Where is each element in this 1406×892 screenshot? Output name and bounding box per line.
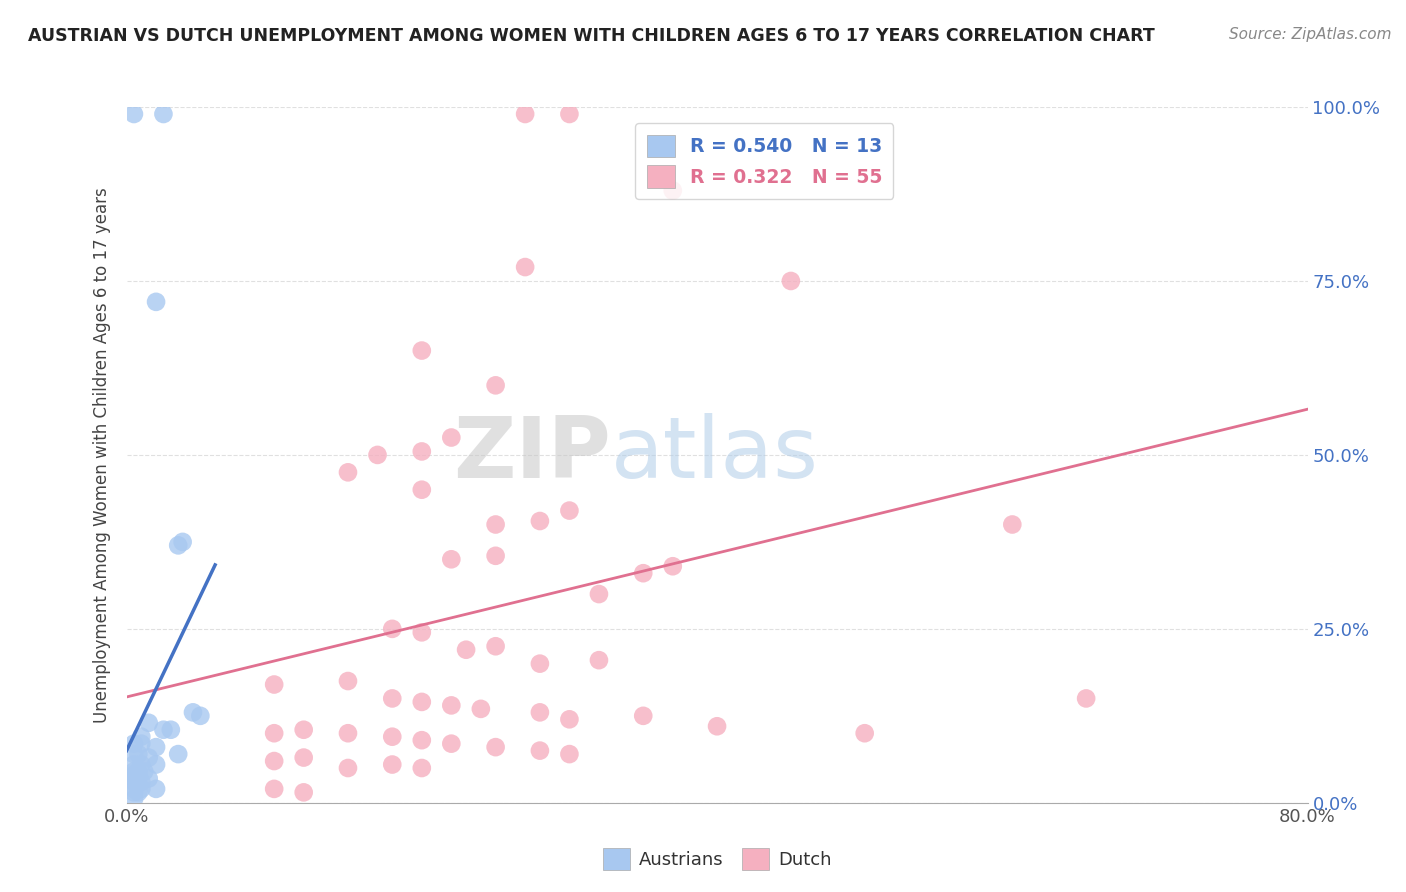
- Point: [122, 737, 145, 751]
- Point: [411, 343, 433, 358]
- Point: [127, 772, 149, 786]
- Y-axis label: Unemployment Among Women with Children Ages 6 to 17 years: Unemployment Among Women with Children A…: [93, 187, 111, 723]
- Point: [411, 483, 433, 497]
- Point: [263, 726, 285, 740]
- Point: [529, 514, 551, 528]
- Point: [853, 726, 876, 740]
- Point: [661, 184, 683, 198]
- Point: [127, 785, 149, 799]
- Point: [292, 723, 315, 737]
- Point: [122, 764, 145, 779]
- Point: [484, 740, 508, 755]
- Point: [484, 517, 508, 532]
- Point: [529, 657, 551, 671]
- Point: [263, 677, 285, 691]
- Point: [122, 768, 145, 782]
- Point: [440, 737, 463, 751]
- Point: [127, 768, 149, 782]
- Point: [122, 775, 145, 789]
- Point: [484, 639, 508, 653]
- Point: [172, 534, 194, 549]
- Text: ZIP: ZIP: [453, 413, 610, 497]
- Legend: Austrians, Dutch: Austrians, Dutch: [596, 841, 838, 877]
- Point: [122, 781, 145, 796]
- Point: [152, 107, 174, 121]
- Point: [337, 761, 360, 775]
- Point: [529, 706, 551, 720]
- Point: [122, 792, 145, 806]
- Point: [411, 695, 433, 709]
- Point: [588, 653, 610, 667]
- Point: [122, 747, 145, 761]
- Point: [145, 781, 167, 796]
- Point: [411, 733, 433, 747]
- Point: [188, 708, 211, 723]
- Point: [122, 107, 145, 121]
- Point: [337, 466, 360, 480]
- Point: [440, 552, 463, 566]
- Point: [779, 274, 801, 288]
- Point: [337, 674, 360, 689]
- Point: [129, 737, 153, 751]
- Point: [263, 781, 285, 796]
- Point: [160, 723, 183, 737]
- Point: [292, 785, 315, 799]
- Point: [129, 781, 153, 796]
- Point: [440, 698, 463, 713]
- Point: [366, 448, 388, 462]
- Point: [129, 730, 153, 744]
- Point: [145, 294, 167, 309]
- Point: [484, 549, 508, 563]
- Point: [411, 625, 433, 640]
- Text: Source: ZipAtlas.com: Source: ZipAtlas.com: [1229, 27, 1392, 42]
- Point: [633, 566, 655, 581]
- Point: [122, 785, 145, 799]
- Point: [1001, 517, 1024, 532]
- Point: [138, 715, 160, 730]
- Point: [440, 431, 463, 445]
- Point: [337, 726, 360, 740]
- Point: [411, 761, 433, 775]
- Point: [122, 757, 145, 772]
- Point: [134, 764, 156, 779]
- Point: [167, 538, 190, 552]
- Point: [381, 757, 404, 772]
- Point: [292, 750, 315, 764]
- Point: [558, 747, 581, 761]
- Point: [181, 706, 204, 720]
- Point: [127, 747, 149, 761]
- Point: [145, 740, 167, 755]
- Text: AUSTRIAN VS DUTCH UNEMPLOYMENT AMONG WOMEN WITH CHILDREN AGES 6 TO 17 YEARS CORR: AUSTRIAN VS DUTCH UNEMPLOYMENT AMONG WOM…: [28, 27, 1154, 45]
- Point: [129, 775, 153, 789]
- Point: [558, 503, 581, 517]
- Point: [411, 444, 433, 458]
- Point: [661, 559, 683, 574]
- Point: [454, 642, 477, 657]
- Point: [129, 757, 153, 772]
- Point: [484, 378, 508, 392]
- Point: [127, 764, 149, 779]
- Point: [381, 691, 404, 706]
- Point: [529, 744, 551, 758]
- Point: [138, 750, 160, 764]
- Point: [167, 747, 190, 761]
- Point: [558, 107, 581, 121]
- Point: [515, 260, 537, 274]
- Point: [145, 757, 167, 772]
- Point: [706, 719, 728, 733]
- Point: [588, 587, 610, 601]
- Point: [263, 754, 285, 768]
- Point: [470, 702, 492, 716]
- Point: [381, 730, 404, 744]
- Point: [381, 622, 404, 636]
- Point: [152, 723, 174, 737]
- Point: [558, 712, 581, 726]
- Point: [122, 772, 145, 786]
- Point: [1076, 691, 1098, 706]
- Point: [138, 772, 160, 786]
- Point: [515, 107, 537, 121]
- Text: atlas: atlas: [610, 413, 818, 497]
- Point: [633, 708, 655, 723]
